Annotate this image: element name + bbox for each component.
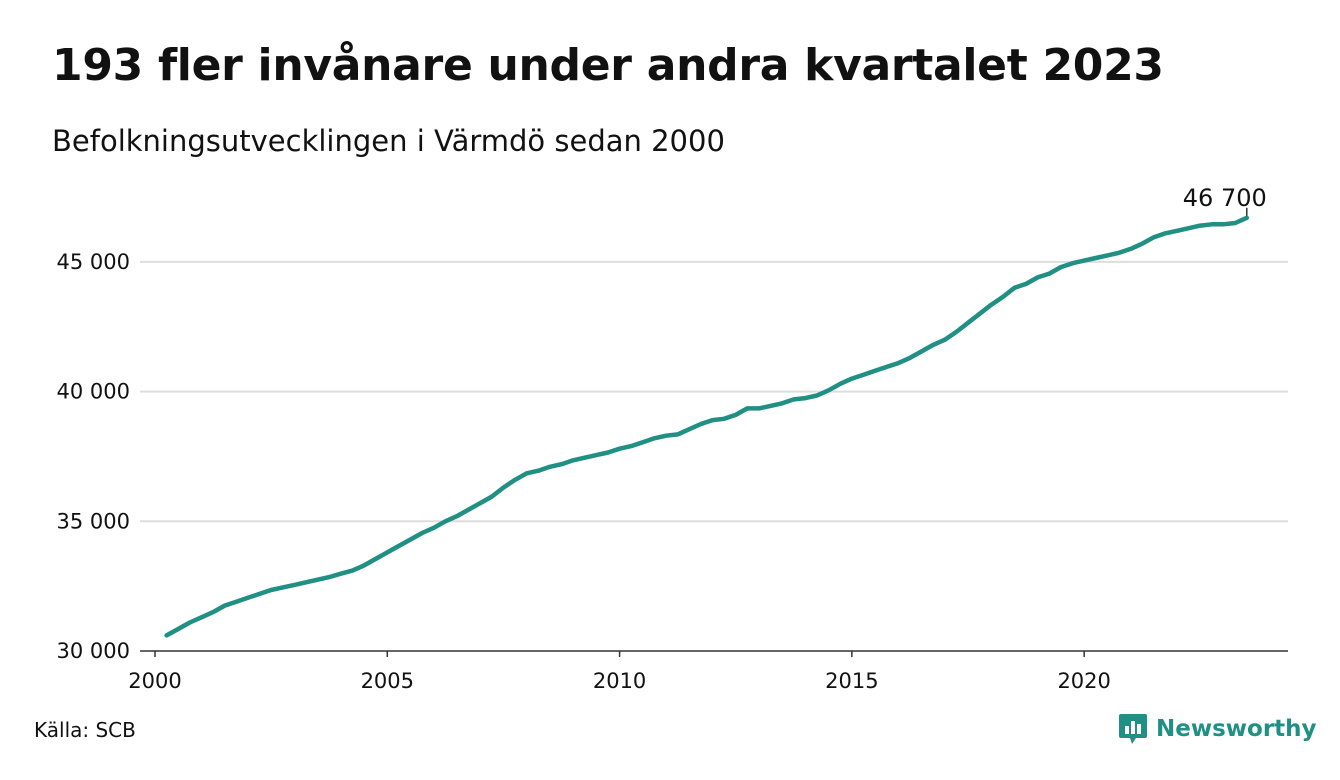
y-tick-label-0: 30 000 bbox=[57, 639, 130, 663]
line-chart: 30 000 35 000 40 000 45 000 2000 2005 2010 201… bbox=[57, 184, 1288, 693]
y-tick-label-3: 45 000 bbox=[57, 250, 130, 274]
y-tick-label-2: 40 000 bbox=[57, 380, 130, 404]
brand-name: Newsworthy bbox=[1156, 716, 1317, 742]
y-axis-tick-labels: 30 000 35 000 40 000 45 000 bbox=[57, 250, 130, 663]
x-tick-label-2: 2010 bbox=[593, 669, 646, 693]
end-value-label: 46 700 bbox=[1183, 184, 1267, 212]
annotations: 46 700 bbox=[1183, 184, 1267, 216]
x-axis-tick-labels: 2000 2005 2010 2015 2020 bbox=[128, 669, 1111, 693]
x-tick-label-3: 2015 bbox=[825, 669, 878, 693]
x-tick-label-1: 2005 bbox=[361, 669, 414, 693]
gridlines bbox=[140, 260, 1288, 523]
series-line-0 bbox=[164, 215, 1250, 638]
chart-title: 193 fler invånare under andra kvartalet … bbox=[52, 40, 1164, 91]
brand-logo: Newsworthy bbox=[1118, 712, 1317, 746]
newsworthy-logo-icon bbox=[1119, 714, 1147, 744]
series-group bbox=[164, 215, 1250, 638]
chart-subtitle: Befolkningsutvecklingen i Värmdö sedan 2… bbox=[52, 124, 725, 158]
y-tick-label-1: 35 000 bbox=[57, 509, 130, 533]
x-tick-label-0: 2000 bbox=[128, 669, 181, 693]
source-note: Källa: SCB bbox=[34, 718, 136, 742]
x-tick-label-4: 2020 bbox=[1057, 669, 1110, 693]
x-axis bbox=[140, 650, 1288, 657]
